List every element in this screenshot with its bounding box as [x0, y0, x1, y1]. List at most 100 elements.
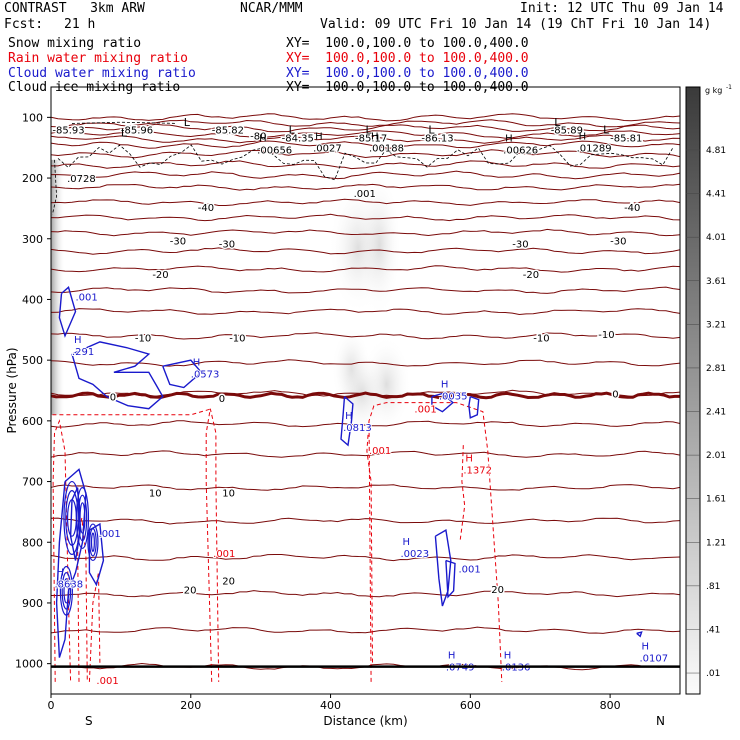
isotherm-label: -85.17: [355, 133, 387, 144]
cloud-water-contour: [636, 631, 643, 638]
isotherm-label: -10: [229, 334, 245, 345]
isotherm-line: [50, 420, 681, 428]
low-marker: L: [428, 123, 435, 136]
cloud-ice-high-marker: H: [505, 134, 513, 145]
rain-water-contour: [459, 445, 466, 543]
cloud-water-label: .0749: [446, 663, 475, 674]
cloud-water-high-marker: H: [448, 651, 456, 662]
cloud-water-contour: [61, 571, 72, 610]
isotherm-line: [50, 286, 681, 294]
isotherm-label: -30: [610, 237, 626, 248]
y-tick-label: 900: [22, 597, 43, 610]
isotherm-line: [50, 123, 681, 133]
colorbar-label: 2.81: [706, 364, 726, 374]
cloud-water-contour: [468, 395, 480, 419]
cloud-water-high-marker: H: [641, 642, 649, 653]
cloud-water-contour: [63, 578, 70, 604]
cloud-water-contour: [59, 565, 73, 616]
colorbar-label: .81: [706, 582, 720, 592]
colorbar-unit: g kg: [705, 86, 722, 95]
isotherm-line: [50, 134, 681, 144]
cloud-water-contour: [88, 522, 105, 587]
rain-water-contour: [205, 408, 220, 682]
cloud-water-contour: [66, 499, 77, 537]
isotherm-line: [50, 450, 681, 458]
forecast-hour: 21 h: [64, 17, 96, 32]
cloud-water-high-marker: H: [345, 411, 353, 422]
isotherm-label: -10: [135, 334, 151, 345]
snow-shade-left: [51, 159, 65, 415]
cloud-ice-contour: [52, 159, 57, 215]
isotherm-line: [50, 554, 681, 562]
cloud-ice-high-marker: H: [579, 132, 587, 143]
cloud-water-high-marker: H: [504, 651, 512, 662]
colorbar-label: 1.21: [706, 538, 726, 548]
cloud-ice-high-marker: H: [315, 132, 323, 143]
isotherm-label: -40: [624, 203, 640, 214]
cloud-water-contour: [65, 490, 79, 546]
cloud-water-contour: [89, 527, 97, 557]
cloud-water-label: .8638: [54, 580, 83, 591]
y-tick-label: 400: [22, 293, 43, 306]
cloud-water-contour: [87, 523, 99, 562]
freezing-level-line: [50, 391, 680, 400]
cloud-water-label: .0813: [343, 423, 372, 434]
x-tick-label: 400: [320, 699, 341, 712]
cloud-ice-label: .00188: [369, 144, 404, 155]
cloud-ice-label: .00656: [257, 146, 292, 157]
isotherm-label: 0: [110, 393, 116, 404]
isotherm-label: 10: [149, 488, 162, 499]
cloud-water-label: .0136: [502, 663, 531, 674]
cloud-ice-contour: [57, 144, 674, 181]
valid-time: Valid: 09 UTC Fri 10 Jan 14 (19 ChT Fri …: [320, 17, 712, 32]
isotherm-line: [51, 590, 681, 598]
y-tick-label: 700: [22, 476, 43, 489]
isotherm-label: -30: [219, 240, 235, 251]
cloud-water-contour: [162, 359, 203, 389]
cloud-ice-label: .01289: [577, 144, 612, 155]
cloud-water-label: .001: [75, 292, 97, 303]
isotherm-line: [50, 213, 681, 222]
cloud-water-label: .001: [99, 529, 121, 540]
y-tick-label: 600: [22, 415, 43, 428]
y-tick-label: 1000: [15, 658, 43, 671]
cloud-water-label: .0573: [191, 370, 220, 381]
init-time: Init: 12 UTC Thu 09 Jan 14: [520, 1, 724, 16]
rain-water-label: .001: [414, 405, 436, 416]
low-marker: L: [289, 123, 296, 136]
colorbar-label: 4.01: [706, 233, 726, 243]
isotherm-label: -85.93: [52, 125, 84, 136]
snow-shading: [51, 159, 412, 437]
colorbar-label: 4.41: [706, 190, 726, 200]
isotherm-label: -40: [198, 203, 214, 214]
cloud-ice-contours: [52, 121, 674, 215]
cloud-water-label: .291: [72, 347, 94, 358]
snow-shade-plume: [357, 171, 402, 318]
isotherm-label: -80: [250, 132, 266, 143]
isotherm-label: -84.35: [282, 133, 314, 144]
isotherm-label: -20: [152, 270, 168, 281]
cloud-ice-high-marker: H: [259, 134, 267, 145]
snow-shade-plume: [328, 181, 389, 315]
cloud-water-label: .0107: [639, 654, 668, 665]
isotherm-line: [50, 662, 681, 671]
cloud-water-contour: [71, 341, 164, 410]
y-tick-label: 800: [22, 536, 43, 549]
org-label: NCAR/MMM: [240, 1, 303, 16]
y-tick-label: 500: [22, 354, 43, 367]
field-rain-name: Rain water mixing ratio: [8, 51, 189, 66]
rain-water-label: .001: [369, 446, 391, 457]
isotherm-label: 0: [612, 390, 618, 401]
cloud-water-high-marker: H: [402, 537, 410, 548]
colorbar-unit-exponent: -1: [726, 84, 732, 91]
cloud-ice-high-marker: H: [371, 132, 379, 143]
rain-water-contour: [366, 420, 373, 664]
cloud-water-contour: [79, 502, 86, 534]
isotherm-label: -85.81: [610, 133, 642, 144]
low-marker: L: [603, 123, 610, 136]
isotherm-line: [50, 265, 681, 273]
rain-water-contour: [88, 572, 101, 682]
low-marker: L: [366, 123, 373, 136]
cloud-water-high-marker: H: [74, 335, 82, 346]
cloud-ice-label: .0728: [67, 174, 96, 185]
